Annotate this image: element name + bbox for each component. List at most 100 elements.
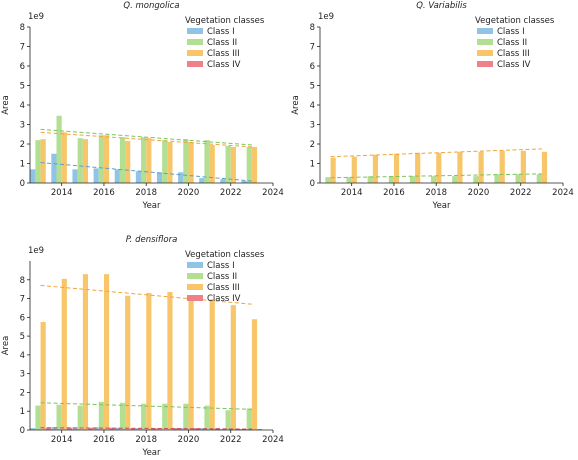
y-tick-label: 2 — [20, 140, 25, 150]
panel-q-mongolica: Q. mongolica 1e9 0 1 2 3 4 5 6 7 8 2014 2016 2018 2020… — [1, 1, 284, 211]
bar — [494, 174, 500, 183]
legend-swatch — [187, 39, 203, 45]
bar — [188, 295, 194, 430]
trend-line — [40, 427, 252, 430]
bar — [246, 146, 252, 183]
legend-swatch — [187, 50, 203, 56]
x-tick-label: 2024 — [262, 188, 284, 198]
bar — [114, 169, 120, 183]
chart-title: P. densiflora — [126, 235, 178, 245]
bar — [125, 141, 131, 183]
bar — [478, 151, 484, 183]
legend-label: Class IV — [207, 60, 241, 70]
bar — [230, 305, 236, 430]
y-tick-label: 2 — [310, 140, 315, 150]
bar — [35, 405, 41, 430]
bar — [82, 274, 89, 430]
bar — [103, 135, 110, 183]
bar — [172, 428, 178, 430]
y-tick-label: 0 — [20, 179, 25, 189]
bar — [225, 145, 231, 183]
bar — [167, 142, 173, 183]
bar — [162, 140, 168, 183]
bar — [130, 428, 136, 430]
x-tick-label: 2016 — [93, 188, 115, 198]
bar — [393, 153, 400, 183]
legend-label: Class III — [207, 49, 240, 59]
legend-swatch — [187, 295, 203, 301]
bar — [193, 428, 199, 430]
chart-title: Q. Variabilis — [416, 1, 467, 11]
bar — [109, 427, 115, 430]
bar — [30, 428, 36, 430]
bar — [436, 152, 442, 183]
bar — [520, 150, 526, 183]
y-tick-label: 1 — [20, 160, 25, 170]
bar — [88, 427, 94, 430]
y-tick-label: 0 — [310, 179, 315, 189]
y-tick-label: 7 — [310, 43, 315, 53]
legend-label: Class IV — [497, 60, 531, 70]
bar — [388, 176, 394, 183]
bar — [251, 319, 258, 430]
trend-line — [330, 148, 542, 158]
bar — [146, 138, 152, 183]
bar — [61, 132, 67, 183]
axis-multiplier: 1e9 — [28, 246, 44, 256]
panel-p-densiflora: P. densiflora 1e9 0 1 2 3 4 5 6 7 8 2014 2016 2018 202… — [1, 235, 284, 458]
y-tick-label: 1 — [310, 160, 315, 170]
trend-line — [40, 128, 252, 146]
bar — [30, 169, 36, 183]
bar — [499, 150, 505, 183]
y-tick-label: 5 — [20, 82, 25, 92]
bar — [204, 140, 210, 183]
x-tick-label: 2024 — [262, 435, 284, 445]
bar — [251, 146, 258, 183]
bar — [346, 177, 352, 183]
bar — [103, 274, 110, 430]
bar — [241, 181, 247, 183]
y-tick-label: 4 — [20, 351, 25, 361]
legend-title: Vegetation classes — [185, 250, 265, 260]
x-tick-label: 2022 — [510, 188, 532, 198]
bar — [77, 405, 83, 430]
bar — [220, 179, 226, 183]
trend-line — [40, 284, 252, 305]
bar — [452, 176, 458, 183]
bar — [77, 138, 83, 183]
bar — [125, 295, 131, 430]
bar — [40, 139, 46, 184]
bar — [114, 427, 120, 430]
bar — [98, 401, 104, 430]
bar — [431, 176, 437, 183]
legend-swatch — [477, 28, 493, 34]
bar — [66, 427, 73, 430]
trend-line — [330, 173, 542, 179]
bar — [241, 429, 247, 430]
x-tick-label: 2022 — [220, 435, 242, 445]
legend-swatch — [187, 61, 203, 67]
y-tick-label: 5 — [310, 82, 315, 92]
y-tick-label: 8 — [310, 23, 315, 33]
legend-title: Vegetation classes — [475, 16, 555, 26]
bar — [151, 428, 157, 430]
y-tick-label: 2 — [20, 388, 25, 398]
bar — [367, 176, 373, 183]
bar — [330, 157, 336, 183]
y-tick-label: 7 — [20, 295, 25, 305]
bar — [188, 142, 194, 183]
bar — [156, 172, 163, 183]
x-tick-label: 2022 — [220, 188, 242, 198]
x-tick-label: 2016 — [93, 435, 115, 445]
legend-label: Class I — [497, 27, 525, 37]
y-tick-label: 3 — [20, 121, 25, 131]
legend-label: Class III — [497, 49, 530, 59]
bar — [156, 428, 163, 430]
x-tick-label: 2024 — [552, 188, 574, 198]
y-tick-label: 6 — [20, 62, 25, 72]
bar — [35, 140, 41, 183]
bar — [204, 405, 210, 430]
y-tick-label: 7 — [20, 43, 25, 53]
y-tick-label: 4 — [310, 101, 315, 111]
panel-q-variabilis: Q. Variabilis 1e9 0 1 2 3 4 5 6 7 8 2014 2016 2018 202… — [291, 1, 574, 211]
